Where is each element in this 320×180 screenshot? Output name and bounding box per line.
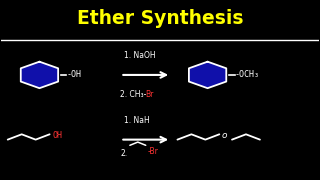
Text: OH: OH bbox=[52, 131, 62, 140]
Polygon shape bbox=[21, 62, 58, 88]
Text: 2. CH₃-: 2. CH₃- bbox=[120, 90, 147, 99]
Text: -OCH₃: -OCH₃ bbox=[235, 70, 260, 79]
Text: 1. NaOH: 1. NaOH bbox=[124, 51, 155, 60]
Text: -Br: -Br bbox=[147, 147, 158, 156]
Polygon shape bbox=[189, 62, 226, 88]
Text: Br: Br bbox=[145, 90, 153, 99]
Text: o: o bbox=[221, 131, 227, 140]
Text: Ether Synthesis: Ether Synthesis bbox=[77, 9, 243, 28]
Text: 2.: 2. bbox=[120, 149, 127, 158]
Text: 1. NaH: 1. NaH bbox=[124, 116, 149, 125]
Text: -OH: -OH bbox=[67, 70, 81, 79]
